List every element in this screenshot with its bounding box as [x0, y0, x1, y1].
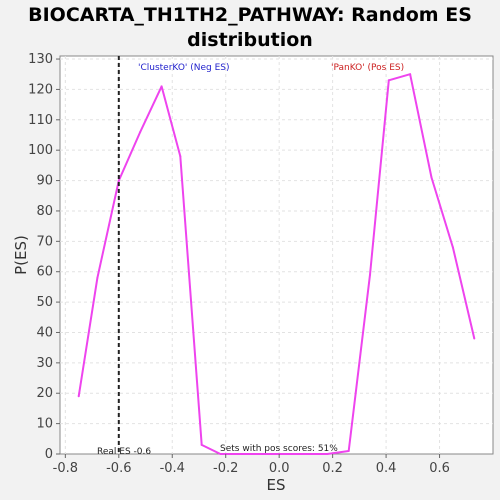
- data-point: [117, 179, 120, 182]
- x-axis-label: ES: [267, 476, 286, 494]
- data-point: [96, 276, 99, 279]
- x-tick-label: -0.4: [160, 461, 185, 476]
- y-tick-label: 0: [45, 447, 53, 462]
- y-axis-label: P(ES): [12, 235, 30, 275]
- data-point: [387, 79, 390, 82]
- data-point: [240, 453, 243, 455]
- plot-area: [59, 55, 494, 455]
- y-tick-label: 50: [36, 295, 53, 310]
- data-point: [77, 395, 80, 398]
- y-tick-label: 120: [28, 82, 53, 97]
- y-tick-label: 30: [36, 356, 53, 371]
- x-tick-label: 0.2: [322, 461, 343, 476]
- chart-title-line1: BIOCARTA_TH1TH2_PATHWAY: Random ES: [28, 4, 472, 26]
- series-line: [77, 73, 476, 455]
- real-es-annotation: Real ES -0.6: [97, 447, 151, 457]
- x-tick-label: -0.6: [106, 461, 131, 476]
- series-layer: [77, 73, 476, 455]
- data-point: [179, 155, 182, 158]
- data-point: [262, 453, 265, 455]
- data-point: [219, 453, 222, 455]
- data-point: [430, 176, 433, 179]
- chart-title-line2: distribution: [187, 29, 313, 51]
- x-tick-label: -0.2: [213, 461, 238, 476]
- y-tick-label: 60: [36, 265, 53, 280]
- data-point: [283, 453, 286, 455]
- y-tick-label: 70: [36, 234, 53, 249]
- grid-layer: [60, 56, 493, 454]
- y-tick-label: 20: [36, 386, 53, 401]
- data-point: [451, 246, 454, 249]
- x-tick-label: -0.8: [53, 461, 78, 476]
- data-point: [409, 73, 412, 76]
- x-tick-label: 0.4: [376, 461, 397, 476]
- y-tick-label: 10: [36, 417, 53, 432]
- sets-pos-annotation: Sets with pos scores: 51%: [220, 444, 338, 454]
- y-axis: 0 10 20 30 40 50 60 70 80 90 100 110 120 130: [28, 52, 60, 462]
- data-point: [473, 337, 476, 340]
- pos-es-annotation: 'PanKO' (Pos ES): [331, 63, 404, 73]
- y-tick-label: 100: [28, 143, 53, 158]
- y-tick-label: 80: [36, 204, 53, 219]
- data-point: [200, 443, 203, 446]
- data-point: [326, 453, 329, 455]
- data-point: [369, 273, 372, 276]
- data-point: [139, 130, 142, 133]
- x-tick-label: 0.0: [269, 461, 290, 476]
- x-tick-label: 0.6: [429, 461, 450, 476]
- data-point: [347, 449, 350, 452]
- y-tick-label: 40: [36, 325, 53, 340]
- y-tick-label: 90: [36, 174, 53, 189]
- data-point: [304, 453, 307, 455]
- neg-es-annotation: 'ClusterKO' (Neg ES): [138, 63, 230, 73]
- y-tick-label: 130: [28, 52, 53, 67]
- x-axis: -0.8 -0.6 -0.4 -0.2 0.0 0.2 0.4 0.6: [53, 454, 450, 476]
- data-point: [160, 85, 163, 88]
- y-tick-label: 110: [28, 113, 53, 128]
